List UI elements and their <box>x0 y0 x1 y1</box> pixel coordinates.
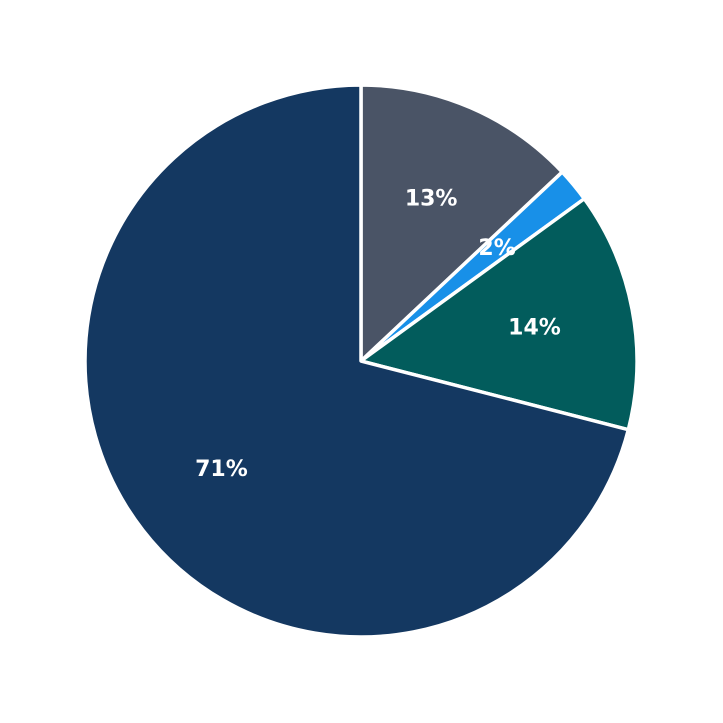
slices-layer <box>83 83 639 639</box>
pie-slice-14-percent <box>359 197 639 432</box>
labels-layer: 13% 2% 14% 71% <box>195 186 561 481</box>
slice-data-label: 2% <box>478 236 515 261</box>
pie-slice-13-percent <box>359 83 564 363</box>
slice-data-label: 14% <box>508 315 561 340</box>
slice-data-label: 71% <box>195 457 248 482</box>
pie-slice-71-percent <box>83 83 631 639</box>
slice-data-label: 13% <box>405 186 458 211</box>
